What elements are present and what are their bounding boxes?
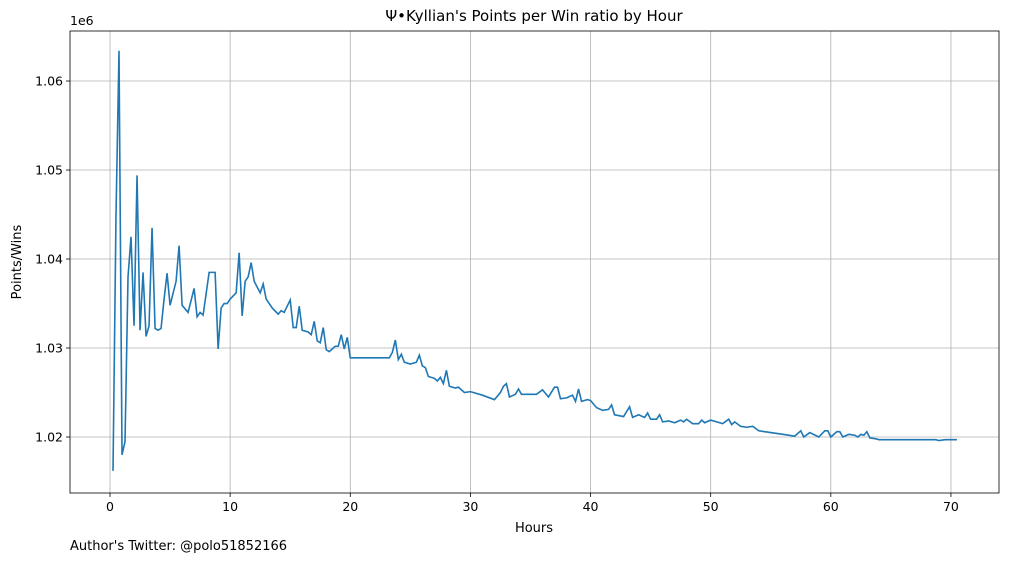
data-line	[112, 50, 957, 471]
footer: Author's Twitter: @polo51852166	[70, 539, 287, 554]
y-tick-label: 1.06	[35, 74, 63, 89]
y-tick-label: 1.02	[35, 430, 63, 445]
x-tick-label: 20	[342, 499, 358, 514]
x-tick-label: 40	[583, 499, 599, 514]
y-tick-label: 1.04	[35, 252, 63, 267]
y-axis-label: Points/Wins	[10, 224, 25, 299]
plot-frame	[69, 30, 1000, 494]
y-tick-label: 1.05	[35, 163, 63, 178]
chart-title: Ψ•Kyllian's Points per Win ratio by Hour	[385, 7, 683, 25]
x-tick-label: 70	[943, 499, 959, 514]
x-tick-label: 50	[703, 499, 719, 514]
x-tick-label: 60	[823, 499, 839, 514]
x-axis-label: Hours	[515, 521, 553, 536]
x-tick-label: 30	[462, 499, 478, 514]
x-tick-label: 0	[106, 499, 114, 514]
x-tick-label: 10	[222, 499, 238, 514]
y-offset-label: 1e6	[70, 13, 94, 28]
y-tick-label: 1.03	[35, 341, 63, 356]
